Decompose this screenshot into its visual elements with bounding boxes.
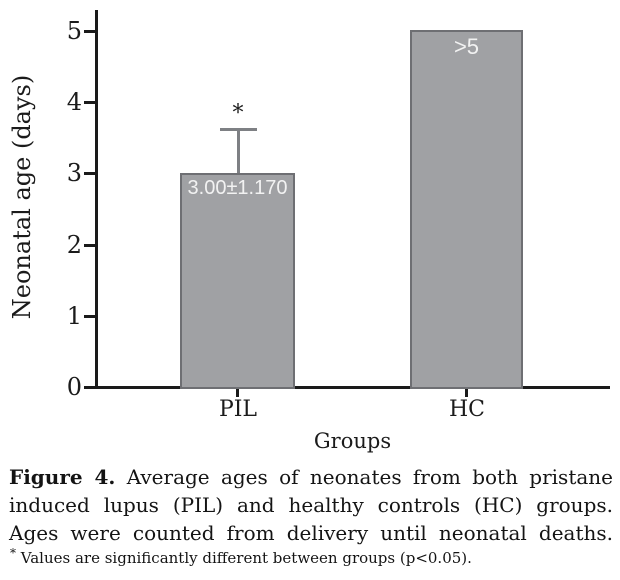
figure-footnote: * Values are significantly different bet… xyxy=(10,546,610,568)
y-tick-label: 0 xyxy=(66,373,82,401)
x-tick-mark xyxy=(465,389,468,397)
figure-label: Figure 4. xyxy=(9,465,116,489)
y-tick-mark xyxy=(84,386,96,389)
y-tick-label: 3 xyxy=(66,159,82,187)
caption-text: Ages were counted from delivery until ne… xyxy=(9,521,613,545)
caption-text: induced lupus (PIL) and healthy controls… xyxy=(9,493,613,517)
y-tick-label: 4 xyxy=(66,88,82,116)
bar-value-label: 3.00±1.170 xyxy=(187,177,288,199)
footnote-asterisk: * xyxy=(10,546,16,560)
error-bar-line xyxy=(237,129,240,173)
y-tick-label: 5 xyxy=(66,17,82,45)
y-tick-mark xyxy=(84,30,96,33)
x-axis-line xyxy=(95,386,610,389)
bar-value-label: >5 xyxy=(453,34,480,59)
y-tick-label: 2 xyxy=(66,231,82,259)
x-axis-title: Groups xyxy=(313,429,392,453)
error-bar-cap xyxy=(220,128,257,131)
y-tick-mark xyxy=(84,172,96,175)
significance-asterisk: * xyxy=(232,101,244,126)
caption-line: induced lupus (PIL) and healthy controls… xyxy=(9,491,613,519)
caption-text: Average ages of neonates from both prist… xyxy=(126,465,613,489)
bar-hc: >5 xyxy=(410,30,523,389)
bar-pil: 3.00±1.170 xyxy=(180,173,295,389)
y-tick-mark xyxy=(84,101,96,104)
caption-line: Ages were counted from delivery until ne… xyxy=(9,519,613,547)
x-category-label-hc: HC xyxy=(448,397,486,422)
x-tick-mark xyxy=(236,389,239,397)
y-tick-mark xyxy=(84,315,96,318)
y-axis-line xyxy=(95,10,98,388)
footnote-text: Values are significantly different betwe… xyxy=(20,549,472,567)
x-category-label-pil: PIL xyxy=(218,397,258,422)
caption-line: Figure 4. Average ages of neonates from … xyxy=(9,463,613,491)
y-tick-label: 1 xyxy=(66,302,82,330)
y-tick-mark xyxy=(84,244,96,247)
figure-caption: Figure 4. Average ages of neonates from … xyxy=(9,463,613,547)
